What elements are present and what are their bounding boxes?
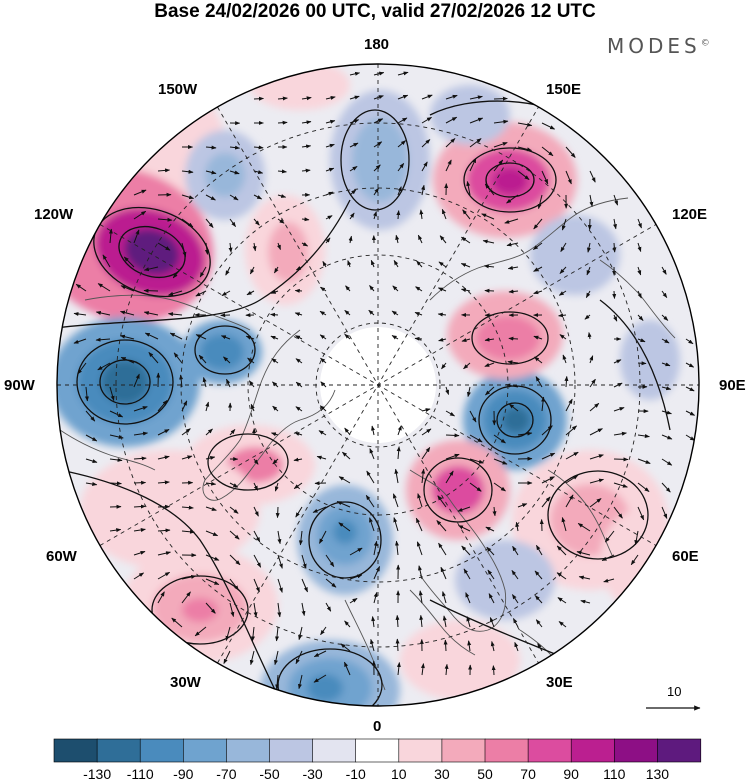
colorbar-tick-label: -10 (345, 766, 366, 782)
lat-lon-grid (57, 64, 699, 706)
colorbar-swatch (527, 738, 572, 763)
colorbar-tick-label: -30 (302, 766, 323, 782)
colorbar-swatch (269, 738, 314, 763)
colorbar-tick-label: -90 (173, 766, 194, 782)
anomaly-field (57, 64, 699, 706)
lon-label-150e: 150E (546, 81, 582, 98)
modes-logo: MODES© (607, 34, 710, 58)
colorbar-swatch (139, 738, 184, 763)
colorbar-tick-label: 50 (477, 766, 493, 782)
colorbar-swatch (183, 738, 228, 763)
colorbar-tick-label: 90 (563, 766, 579, 782)
colorbar-tick-label: -70 (216, 766, 237, 782)
colorbar-tick-label: -50 (259, 766, 280, 782)
map-frame (56, 63, 700, 707)
colorbar-swatch (312, 738, 357, 763)
colorbar-swatch (570, 738, 615, 763)
streamlines (57, 100, 691, 706)
colorbar-swatch (226, 738, 271, 763)
colorbar (53, 738, 702, 763)
colorbar-swatch (398, 738, 443, 763)
map-title: Base 24/02/2026 00 UTC, valid 27/02/2026… (154, 1, 596, 22)
colorbar-tick-label: -130 (83, 766, 112, 782)
colorbar-tick-label: 30 (434, 766, 450, 782)
colorbar-tick-label: 10 (391, 766, 407, 782)
lon-label-90e: 90E (719, 377, 746, 394)
colorbar-swatch (484, 738, 529, 763)
lon-label-0: 0 (373, 718, 382, 735)
lon-label-90w: 90W (4, 377, 35, 394)
reference-vector-label: 10 (667, 684, 682, 699)
colorbar-tick-label: 70 (520, 766, 536, 782)
colorbar-swatch (96, 738, 141, 763)
colorbar-swatch (657, 738, 702, 763)
colorbar-swatch (613, 738, 658, 763)
colorbar-tick-label: 130 (645, 766, 670, 782)
lon-label-60e: 60E (672, 548, 699, 565)
coastlines (59, 197, 676, 701)
colorbar-tick-label: -110 (126, 766, 154, 782)
lon-label-60w: 60W (46, 548, 77, 565)
lon-label-120e: 120E (672, 206, 708, 223)
colorbar-tick-label: 110 (603, 766, 626, 782)
lon-label-180: 180 (364, 36, 390, 53)
colorbar-swatch (53, 738, 98, 763)
wind-vectors (73, 71, 696, 690)
lon-label-30w: 30W (170, 674, 201, 691)
lon-label-150w: 150W (158, 81, 198, 98)
lon-label-30e: 30E (546, 674, 573, 691)
colorbar-swatch (441, 738, 486, 763)
colorbar-swatch (355, 738, 400, 763)
lon-label-120w: 120W (34, 206, 74, 223)
